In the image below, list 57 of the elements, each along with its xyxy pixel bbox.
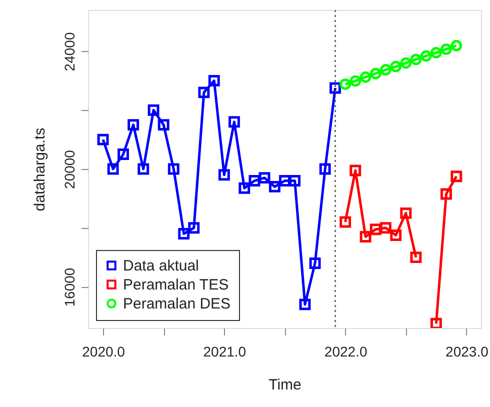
- point: [350, 164, 362, 176]
- point: [289, 175, 301, 186]
- legend-label: Data aktual: [123, 258, 199, 274]
- point: [450, 170, 462, 182]
- point: [440, 43, 452, 55]
- point: [148, 104, 160, 116]
- point: [430, 46, 442, 58]
- point: [390, 230, 402, 241]
- point: [410, 252, 422, 264]
- point: [410, 54, 422, 66]
- y-tick-label: 20000: [62, 150, 78, 189]
- point: [128, 119, 140, 131]
- point: [330, 82, 341, 94]
- point: [168, 163, 180, 175]
- x-tick-label: 2021.0: [203, 344, 246, 360]
- y-axis-title: dataharga.ts: [32, 128, 48, 212]
- point: [208, 74, 220, 86]
- point: [360, 71, 372, 83]
- x-tick-label: 2022.0: [324, 344, 368, 360]
- point: [188, 222, 200, 234]
- point: [370, 68, 382, 80]
- point: [309, 258, 321, 269]
- point: [370, 224, 382, 236]
- point: [158, 119, 170, 131]
- point: [360, 231, 372, 242]
- point: [248, 175, 260, 186]
- point: [400, 207, 412, 219]
- point: [258, 172, 270, 184]
- x-tick-label: 2023.0: [446, 344, 489, 360]
- point: [118, 148, 129, 160]
- point: [178, 228, 190, 240]
- legend-label: Peramalan DES: [123, 296, 231, 312]
- point: [198, 86, 210, 98]
- point: [380, 222, 392, 234]
- point: [299, 298, 311, 310]
- legend-label: Peramalan TES: [123, 276, 229, 294]
- y-tick-label: 16000: [62, 268, 78, 307]
- point: [107, 163, 119, 175]
- y-tick-label: 24000: [62, 32, 78, 72]
- point: [279, 175, 290, 186]
- point: [319, 163, 331, 175]
- x-axis-title: Time: [268, 376, 302, 394]
- point: [228, 116, 240, 128]
- x-tick-label: 2020.0: [82, 344, 126, 360]
- point: [400, 57, 412, 69]
- point: [138, 163, 150, 175]
- point: [380, 64, 392, 76]
- point: [340, 216, 352, 228]
- point: [218, 169, 230, 181]
- point: [390, 60, 402, 72]
- point: [238, 182, 250, 194]
- point: [97, 134, 109, 146]
- point: [268, 180, 280, 192]
- point: [420, 50, 432, 62]
- point: [440, 188, 452, 200]
- point: [350, 75, 362, 87]
- point: [430, 318, 442, 328]
